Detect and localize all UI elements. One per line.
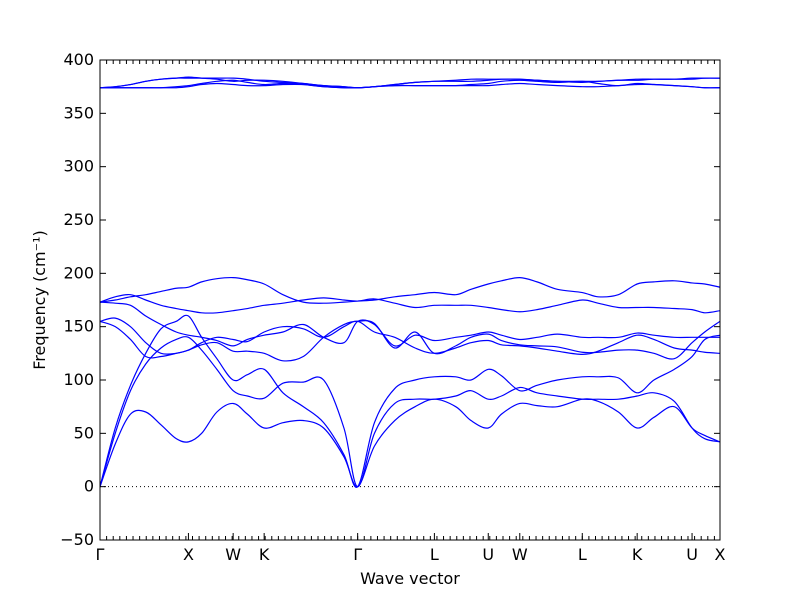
band-line-3 xyxy=(100,314,720,488)
band-line-7 xyxy=(100,293,720,314)
y-tick-label: 0 xyxy=(84,477,94,496)
x-tick-label: L xyxy=(578,545,587,564)
band-line-2 xyxy=(100,336,720,488)
x-tick-label: K xyxy=(632,545,643,564)
x-tick-label: U xyxy=(482,545,494,564)
x-tick-label: Γ xyxy=(96,545,105,564)
y-axis-label: Frequency (cm⁻¹) xyxy=(30,230,49,369)
x-tick-label: X xyxy=(715,545,726,564)
y-tick-label: 400 xyxy=(63,50,94,69)
y-tick-label: 350 xyxy=(63,103,94,122)
y-tick-label: −50 xyxy=(60,530,94,549)
y-tick-label: 250 xyxy=(63,210,94,229)
y-tick-label: 150 xyxy=(63,317,94,336)
y-tick-label: 100 xyxy=(63,370,94,389)
x-tick-label: K xyxy=(259,545,270,564)
y-tick-label: 50 xyxy=(74,423,94,442)
plot-area xyxy=(100,76,720,488)
x-tick-label: U xyxy=(686,545,698,564)
band-line-6 xyxy=(100,301,720,347)
band-line-12 xyxy=(100,82,720,89)
band-line-11 xyxy=(100,79,720,89)
x-axis-label: Wave vector xyxy=(360,569,460,588)
band-line-10 xyxy=(100,77,720,89)
x-tick-label: Γ xyxy=(353,545,362,564)
y-tick-label: 200 xyxy=(63,263,94,282)
x-tick-label: W xyxy=(225,545,241,564)
x-tick-label: X xyxy=(183,545,194,564)
band-line-8 xyxy=(100,276,720,304)
band-line-5 xyxy=(100,317,720,362)
x-tick-label: W xyxy=(512,545,528,564)
y-tick-label: 300 xyxy=(63,157,94,176)
band-line-4 xyxy=(100,320,720,359)
band-line-1 xyxy=(100,398,720,488)
x-tick-label: L xyxy=(430,545,439,564)
plot-frame xyxy=(99,59,721,541)
